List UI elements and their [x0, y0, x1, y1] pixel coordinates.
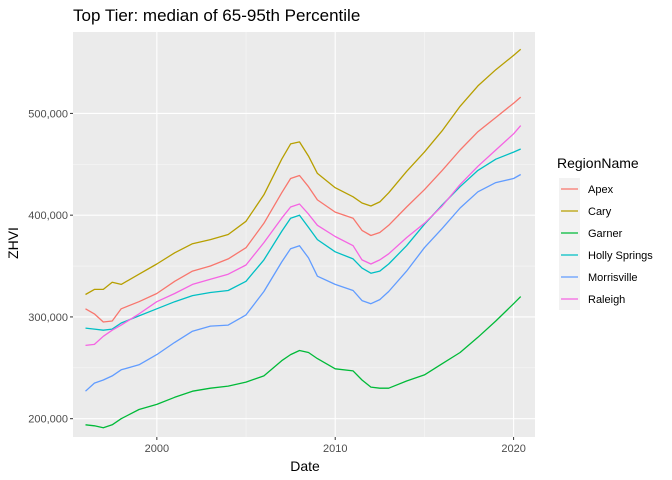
- series-lines: [85, 48, 522, 429]
- legend-label-garner: Garner: [588, 228, 623, 240]
- legend: RegionName Apex Cary Garner Holly Springs Mo…: [557, 155, 653, 310]
- legend-label-apex: Apex: [588, 184, 614, 196]
- series-line-garner: [85, 296, 522, 429]
- series-line-cary: [85, 48, 522, 296]
- y-axis: 200,000 300,000 400,000 500,000: [28, 108, 73, 426]
- chart-title: Top Tier: median of 65-95th Percentile: [73, 6, 360, 25]
- legend-title: RegionName: [557, 155, 639, 171]
- grid-minor: [73, 32, 535, 437]
- x-axis: 2000 2010 2020: [145, 437, 526, 455]
- y-tick-label: 200,000: [28, 414, 68, 426]
- x-tick-label: 2000: [145, 443, 169, 455]
- series-line-apex: [85, 96, 522, 323]
- y-tick-label: 500,000: [28, 108, 68, 120]
- legend-label-morrisville: Morrisville: [588, 272, 638, 284]
- series-line-raleigh: [85, 125, 522, 347]
- series-line-morrisville: [85, 173, 522, 392]
- y-axis-title: ZHVI: [5, 227, 21, 259]
- legend-label-cary: Cary: [588, 206, 612, 218]
- legend-label-holly-springs: Holly Springs: [588, 250, 653, 262]
- y-tick-label: 400,000: [28, 210, 68, 222]
- legend-label-raleigh: Raleigh: [588, 294, 625, 306]
- x-tick-label: 2010: [323, 443, 347, 455]
- plot-panel: [73, 32, 535, 437]
- x-axis-title: Date: [290, 458, 320, 474]
- x-tick-label: 2020: [501, 443, 525, 455]
- y-tick-label: 300,000: [28, 312, 68, 324]
- grid-major: [73, 32, 535, 437]
